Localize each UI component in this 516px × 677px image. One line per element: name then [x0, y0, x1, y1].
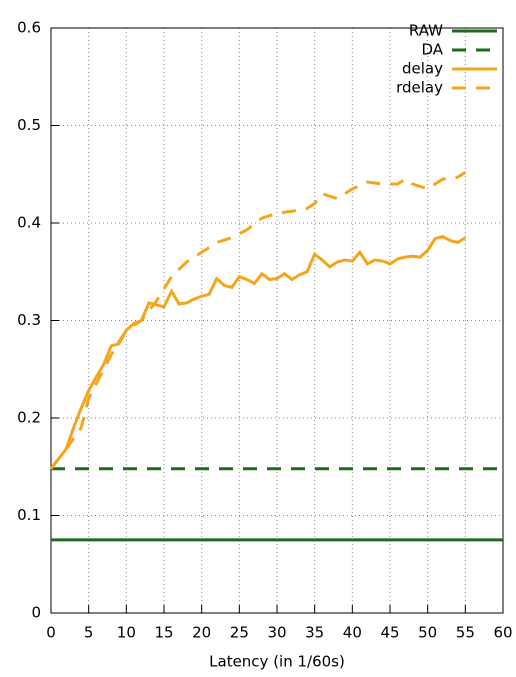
x-tick-label: 45 — [380, 624, 399, 642]
x-tick-label: 25 — [230, 624, 249, 642]
x-tick-label: 55 — [456, 624, 475, 642]
x-tick-label: 0 — [46, 624, 56, 642]
x-tick-label: 40 — [343, 624, 362, 642]
y-tick-label: 0.6 — [17, 19, 41, 37]
y-tick-label: 0.2 — [17, 409, 41, 427]
x-tick-label: 35 — [305, 624, 324, 642]
x-tick-label: 60 — [493, 624, 512, 642]
y-tick-label: 0.3 — [17, 311, 41, 329]
legend-label: DA — [421, 41, 443, 59]
legend-label: RAW — [409, 22, 443, 40]
x-tick-label: 15 — [154, 624, 173, 642]
legend-label: rdelay — [396, 79, 443, 97]
plot-border — [50, 27, 504, 614]
y-tick-label: 0 — [31, 604, 41, 622]
x-tick-label: 30 — [267, 624, 286, 642]
y-tick-label: 0.4 — [17, 214, 41, 232]
y-tick-label: 0.1 — [17, 506, 41, 524]
y-tick-label: 0.5 — [17, 116, 41, 134]
x-tick-label: 5 — [84, 624, 94, 642]
x-axis-label: Latency (in 1/60s) — [209, 653, 345, 671]
legend-label: delay — [402, 60, 443, 78]
x-tick-label: 10 — [117, 624, 136, 642]
series-line — [49, 171, 467, 470]
x-tick-label: 20 — [192, 624, 211, 642]
x-tick-label: 50 — [418, 624, 437, 642]
